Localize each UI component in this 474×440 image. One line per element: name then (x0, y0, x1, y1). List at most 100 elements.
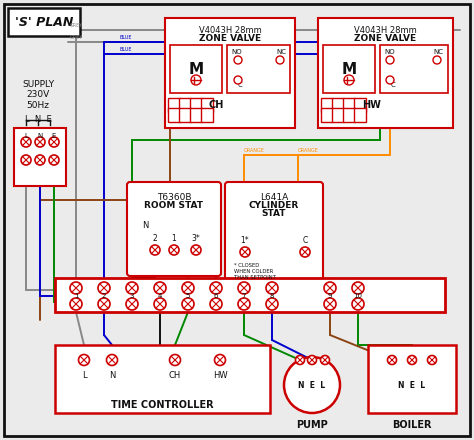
Text: 2: 2 (102, 293, 106, 299)
FancyBboxPatch shape (179, 98, 191, 112)
Circle shape (182, 282, 194, 294)
Circle shape (295, 356, 304, 364)
FancyBboxPatch shape (354, 108, 366, 122)
Text: N: N (109, 370, 115, 379)
Circle shape (234, 76, 242, 84)
Text: 1: 1 (172, 234, 176, 242)
Text: BLUE: BLUE (120, 47, 133, 52)
Text: NO: NO (232, 49, 242, 55)
Text: STAT: STAT (262, 209, 286, 218)
Text: L  N  E: L N E (25, 115, 51, 124)
Text: * CLOSED
WHEN COLDER
THAN SETPOINT: * CLOSED WHEN COLDER THAN SETPOINT (234, 263, 276, 279)
Text: 9: 9 (328, 293, 332, 299)
Circle shape (324, 282, 336, 294)
Text: HW: HW (213, 370, 228, 379)
Circle shape (238, 298, 250, 310)
Text: N  E  L: N E L (399, 381, 426, 389)
Circle shape (35, 137, 45, 147)
Text: BLUE: BLUE (120, 35, 133, 40)
Circle shape (386, 56, 394, 64)
Text: 6: 6 (214, 293, 218, 299)
Circle shape (126, 298, 138, 310)
FancyBboxPatch shape (380, 45, 448, 93)
Text: 'S' PLAN: 'S' PLAN (15, 15, 73, 29)
Text: GREY: GREY (70, 35, 83, 40)
Text: E: E (52, 133, 56, 139)
Circle shape (126, 282, 138, 294)
Text: M: M (189, 62, 203, 77)
FancyBboxPatch shape (55, 278, 445, 312)
Text: ORANGE: ORANGE (298, 148, 319, 153)
Text: V4043H 28mm: V4043H 28mm (199, 26, 261, 35)
Circle shape (154, 298, 166, 310)
Circle shape (276, 56, 284, 64)
Circle shape (170, 355, 181, 366)
Circle shape (210, 298, 222, 310)
FancyBboxPatch shape (227, 45, 290, 93)
Circle shape (98, 282, 110, 294)
FancyBboxPatch shape (318, 18, 453, 128)
FancyBboxPatch shape (332, 98, 344, 112)
Text: NC: NC (276, 49, 286, 55)
Circle shape (408, 356, 417, 364)
Text: C: C (302, 235, 308, 245)
Circle shape (428, 356, 437, 364)
Text: T6360B: T6360B (157, 193, 191, 202)
FancyBboxPatch shape (4, 4, 470, 436)
Circle shape (21, 155, 31, 165)
Circle shape (324, 298, 336, 310)
FancyBboxPatch shape (343, 98, 355, 112)
Circle shape (386, 76, 394, 84)
FancyBboxPatch shape (368, 345, 456, 413)
Circle shape (215, 355, 226, 366)
Circle shape (388, 356, 396, 364)
Text: ROOM STAT: ROOM STAT (145, 201, 203, 210)
Text: 5: 5 (186, 293, 190, 299)
FancyBboxPatch shape (8, 8, 80, 36)
FancyBboxPatch shape (14, 128, 66, 186)
Circle shape (320, 356, 329, 364)
FancyBboxPatch shape (190, 98, 202, 112)
Circle shape (107, 355, 118, 366)
Circle shape (300, 247, 310, 257)
Circle shape (308, 356, 317, 364)
Text: 7: 7 (242, 293, 246, 299)
Circle shape (182, 298, 194, 310)
FancyBboxPatch shape (170, 45, 222, 93)
Circle shape (344, 75, 354, 85)
Text: L641A: L641A (260, 193, 288, 202)
Text: GREY: GREY (70, 23, 83, 28)
Circle shape (210, 282, 222, 294)
FancyBboxPatch shape (332, 108, 344, 122)
Circle shape (150, 245, 160, 255)
Circle shape (238, 282, 250, 294)
Text: N: N (37, 133, 43, 139)
FancyBboxPatch shape (343, 108, 355, 122)
Text: CH: CH (169, 370, 181, 379)
Text: C: C (391, 82, 395, 88)
FancyBboxPatch shape (321, 108, 333, 122)
Text: NO: NO (385, 49, 395, 55)
Circle shape (21, 137, 31, 147)
Circle shape (169, 245, 179, 255)
Circle shape (70, 298, 82, 310)
Circle shape (191, 245, 201, 255)
Text: L: L (82, 370, 86, 379)
Text: ZONE VALVE: ZONE VALVE (354, 34, 416, 43)
FancyBboxPatch shape (321, 98, 333, 112)
Text: TIME CONTROLLER: TIME CONTROLLER (111, 400, 213, 410)
Text: CYLINDER: CYLINDER (249, 201, 299, 210)
Text: PUMP: PUMP (296, 420, 328, 430)
Circle shape (352, 282, 364, 294)
Text: 3*: 3* (191, 234, 201, 242)
FancyBboxPatch shape (165, 18, 295, 128)
Circle shape (70, 282, 82, 294)
FancyBboxPatch shape (168, 98, 180, 112)
Text: N  E  L: N E L (299, 381, 326, 389)
FancyBboxPatch shape (168, 108, 180, 122)
Circle shape (191, 75, 201, 85)
Circle shape (284, 357, 340, 413)
Text: C: C (237, 82, 242, 88)
Circle shape (240, 247, 250, 257)
Text: HW: HW (363, 100, 382, 110)
